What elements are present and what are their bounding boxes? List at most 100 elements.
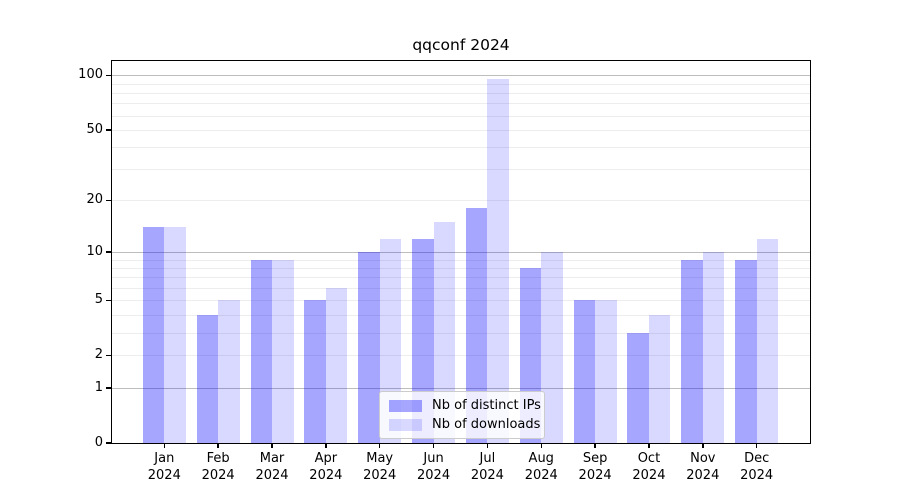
- x-tick-label-year: 2024: [524, 468, 558, 483]
- x-tick: [378, 443, 381, 448]
- bar-jan-downloads: [164, 227, 186, 443]
- x-tick-label-month: May: [366, 451, 394, 466]
- x-tick: [594, 443, 596, 448]
- gridline-minor: [112, 200, 810, 202]
- x-tick-label: Aug 2024: [509, 450, 573, 484]
- x-tick-label: Dec 2024: [725, 450, 789, 484]
- gridline-major: [112, 387, 810, 389]
- bar-dec-downloads: [756, 238, 779, 443]
- bar-jul-downloads: [487, 78, 509, 443]
- bar-nov-downloads: [702, 252, 725, 443]
- legend-swatch-downloads: [389, 418, 422, 431]
- x-tick-label-year: 2024: [363, 468, 397, 483]
- gridline-minor: [112, 259, 810, 261]
- bar-oct-distinct-ips: [627, 332, 649, 443]
- bar-oct-downloads: [648, 314, 671, 443]
- bar-may-distinct-ips: [358, 252, 380, 443]
- plot-area: [112, 61, 810, 443]
- x-tick-label: Jun 2024: [402, 450, 466, 484]
- y-tick-label: 5: [94, 292, 103, 308]
- gridline-minor: [112, 129, 810, 131]
- x-tick-label-month: Feb: [206, 451, 230, 466]
- x-tick: [163, 443, 166, 448]
- x-tick: [271, 443, 273, 448]
- gridline-minor: [112, 147, 810, 149]
- bar-dec-distinct-ips: [735, 259, 757, 443]
- x-tick-label-year: 2024: [740, 468, 774, 483]
- bar-nov-distinct-ips: [681, 259, 703, 443]
- x-tick-label-year: 2024: [632, 468, 666, 483]
- x-tick-label-year: 2024: [201, 468, 235, 483]
- y-tick-label: 20: [86, 192, 103, 208]
- gridline-minor: [112, 277, 810, 279]
- x-tick: [648, 443, 650, 448]
- y-tick-label: 10: [86, 244, 103, 259]
- gridline-minor: [112, 92, 810, 94]
- legend-label-distinct-ips: Nb of distinct IPs: [432, 398, 541, 413]
- gridline-minor: [112, 355, 810, 357]
- bar-jul-distinct-ips: [465, 208, 488, 443]
- x-tick: [755, 443, 758, 448]
- x-tick-label: Jan 2024: [132, 450, 196, 484]
- bar-feb-distinct-ips: [196, 314, 219, 443]
- x-tick: [432, 443, 435, 448]
- y-tick: [106, 387, 112, 389]
- x-tick-label-year: 2024: [578, 468, 612, 483]
- chart-title: qqconf 2024: [412, 36, 510, 54]
- x-tick: [540, 443, 542, 448]
- gridline-minor: [112, 103, 810, 105]
- x-tick-label-year: 2024: [147, 468, 181, 483]
- y-tick: [106, 251, 112, 253]
- x-tick-label: Oct 2024: [617, 450, 681, 484]
- bar-sep-distinct-ips: [573, 300, 596, 443]
- x-tick-label-year: 2024: [255, 468, 289, 483]
- x-tick-label: Nov 2024: [671, 450, 735, 484]
- x-tick: [217, 443, 219, 448]
- y-tick: [106, 442, 112, 444]
- gridline-minor: [112, 169, 810, 171]
- legend-swatch-distinct-ips: [389, 399, 422, 412]
- y-tick-label: 50: [86, 121, 103, 137]
- bar-apr-downloads: [325, 288, 348, 443]
- x-tick-label-month: Jun: [423, 451, 444, 466]
- bar-feb-downloads: [218, 300, 240, 443]
- x-tick-label: Sep 2024: [563, 450, 627, 484]
- bar-apr-distinct-ips: [304, 300, 326, 443]
- y-tick: [106, 299, 112, 302]
- gridline-minor: [112, 300, 810, 302]
- x-tick-label: Mar 2024: [240, 450, 304, 484]
- x-tick-label-month: Sep: [582, 451, 608, 466]
- x-tick-label-month: Jan: [154, 451, 175, 466]
- y-tick-label: 100: [78, 67, 103, 83]
- bar-jan-distinct-ips: [142, 227, 165, 443]
- y-tick: [106, 199, 112, 202]
- gridline-minor: [112, 115, 810, 117]
- x-tick-label-month: Dec: [744, 451, 770, 466]
- gridline-major: [112, 75, 810, 77]
- x-tick: [486, 443, 489, 448]
- x-tick-label: May 2024: [348, 450, 412, 484]
- x-tick: [325, 443, 327, 448]
- gridline-minor: [112, 332, 810, 334]
- gridline-minor: [112, 83, 810, 85]
- x-tick: [702, 443, 704, 448]
- legend-entry-distinct-ips: Nb of distinct IPs: [389, 398, 541, 413]
- bar-aug-downloads: [541, 252, 563, 443]
- bar-mar-distinct-ips: [250, 259, 272, 443]
- x-tick-label-year: 2024: [686, 468, 720, 483]
- y-tick-label: 2: [94, 347, 103, 363]
- x-tick-label: Feb 2024: [186, 450, 250, 484]
- legend-entry-downloads: Nb of downloads: [389, 417, 540, 432]
- x-tick-label-month: Nov: [690, 451, 716, 466]
- y-tick: [106, 129, 112, 131]
- y-tick-label: 0: [94, 435, 103, 450]
- bar-mar-downloads: [272, 259, 294, 443]
- x-tick-label-month: Jul: [479, 451, 496, 466]
- legend-label-downloads: Nb of downloads: [432, 417, 541, 432]
- gridline-minor: [112, 314, 810, 316]
- x-tick-label-month: Aug: [528, 451, 554, 466]
- y-tick: [106, 354, 112, 357]
- bar-sep-downloads: [595, 300, 617, 443]
- x-tick-label-month: Oct: [637, 451, 661, 466]
